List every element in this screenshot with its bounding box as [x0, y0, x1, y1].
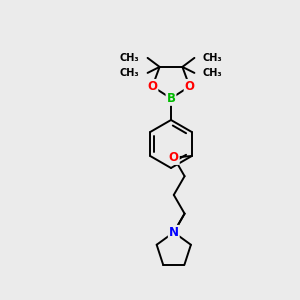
Text: CH₃: CH₃	[120, 68, 139, 78]
Text: CH₃: CH₃	[120, 53, 139, 63]
Text: CH₃: CH₃	[203, 53, 222, 63]
Text: O: O	[147, 80, 158, 93]
Text: O: O	[169, 151, 179, 164]
Text: CH₃: CH₃	[203, 68, 222, 78]
Text: N: N	[169, 226, 179, 239]
Text: O: O	[184, 80, 195, 93]
Text: B: B	[167, 92, 176, 105]
